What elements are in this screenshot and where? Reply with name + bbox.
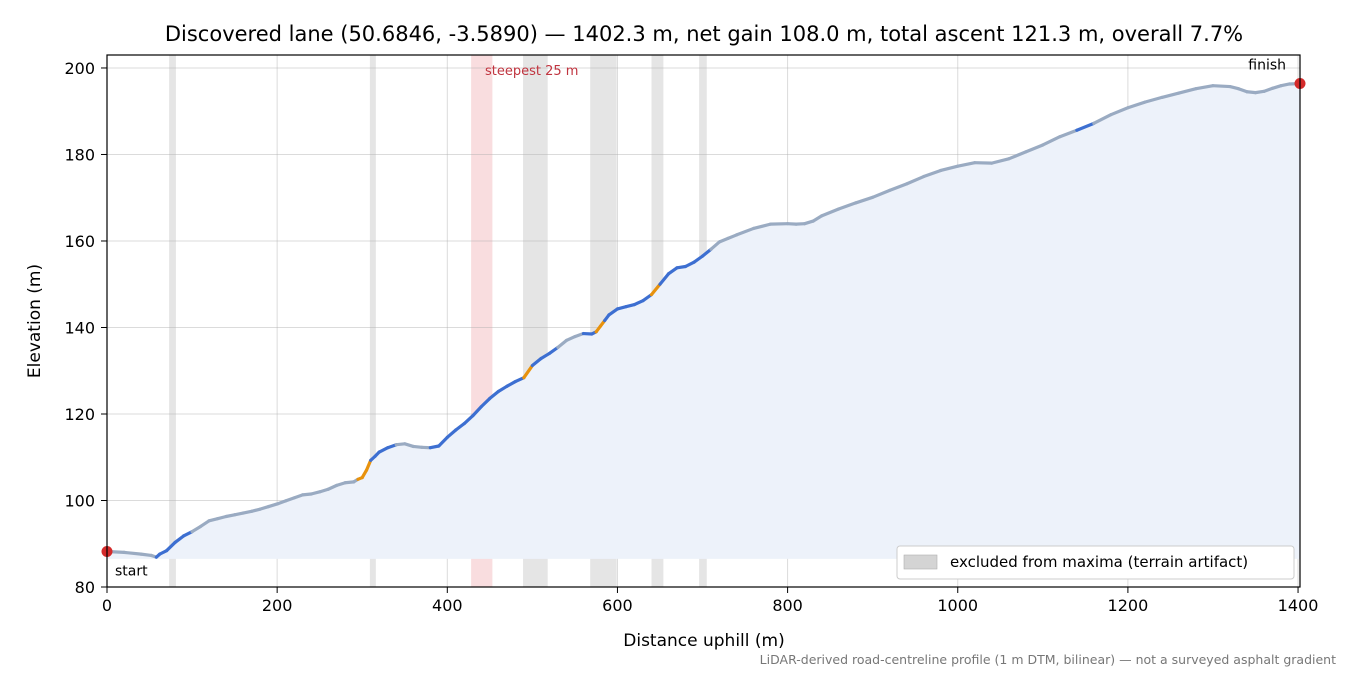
profile-segment-93 [956, 161, 977, 168]
y-tick-label-2: 120 [64, 405, 95, 424]
y-tick-label-4: 160 [64, 232, 95, 251]
profile-segment-68 [649, 282, 662, 297]
steepest-label: steepest 25 m [485, 64, 578, 79]
profile-segment-43 [454, 421, 466, 432]
profile-segment-2 [139, 552, 153, 558]
profile-segment-79 [751, 222, 773, 231]
legend-label: excluded from maxima (terrain artifact) [950, 553, 1248, 571]
profile-segment-6 [164, 540, 177, 553]
profile-segment-52 [530, 357, 543, 368]
finish-label: finish [1248, 58, 1286, 74]
x-tick-label-7: 1400 [1278, 596, 1319, 615]
profile-segment-74 [700, 247, 713, 258]
x-tick-label-0: 0 [102, 596, 112, 615]
x-axis-ticks: 0 200 400 600 800 1000 1200 1400 [102, 587, 1318, 615]
y-tick-label-6: 200 [64, 59, 95, 78]
profile-line [105, 81, 1302, 559]
start-label: start [115, 564, 148, 580]
x-tick-label-1: 200 [262, 596, 293, 615]
x-tick-label-4: 800 [772, 596, 803, 615]
x-tick-label-3: 600 [602, 596, 633, 615]
plot-area: start finish steepest 25 m [101, 54, 1306, 588]
profile-segment-70 [666, 266, 679, 276]
excluded-band-0 [169, 55, 176, 587]
legend: excluded from maxima (terrain artifact) [896, 545, 1295, 580]
profile-segment-96 [1007, 150, 1028, 161]
profile-segment-107 [1194, 84, 1215, 91]
profile-segment-47 [488, 389, 500, 401]
x-tick-label-2: 400 [432, 596, 463, 615]
x-tick-label-6: 1200 [1108, 596, 1149, 615]
profile-segment-75 [709, 240, 722, 251]
profile-segment-73 [692, 254, 705, 264]
excluded-band-1 [369, 55, 376, 587]
profile-segment-104 [1143, 95, 1164, 104]
profile-segment-9 [190, 524, 203, 534]
x-tick-label-5: 1000 [937, 596, 978, 615]
caption: LiDAR-derived road-centreline profile (1… [760, 652, 1336, 667]
x-axis-label: Distance uphill (m) [623, 631, 784, 651]
profile-segment-86 [837, 201, 858, 211]
profile-segment-49 [505, 379, 517, 388]
profile-segment-41 [437, 435, 449, 448]
profile-segment-102 [1109, 106, 1130, 117]
profile-segment-99 [1058, 128, 1079, 139]
y-axis-label: Elevation (m) [25, 264, 45, 378]
profile-segment-55 [556, 338, 569, 349]
profile-segment-54 [547, 345, 560, 356]
legend-box [896, 545, 1295, 580]
profile-segment-88 [871, 188, 892, 199]
profile-segment-1 [122, 550, 143, 556]
profile-segment-103 [1126, 100, 1147, 110]
profile-segment-84 [811, 214, 824, 223]
profile-segment-69 [658, 272, 671, 286]
profile-segment-31 [364, 458, 373, 472]
profile-segment-97 [1024, 143, 1045, 154]
chart-title: Discovered lane (50.6846, -3.5890) — 140… [165, 22, 1243, 46]
profile-segment-7 [173, 534, 186, 545]
legend-swatch [903, 554, 938, 570]
profile-segment-48 [496, 384, 509, 394]
profile-segment-100 [1075, 121, 1096, 132]
profile-segment-85 [820, 207, 841, 218]
y-tick-label-3: 140 [64, 318, 95, 337]
profile-segment-46 [479, 396, 492, 409]
profile-segment-63 [607, 307, 620, 317]
profile-segment-78 [734, 226, 756, 237]
profile-segment-95 [990, 157, 1011, 165]
profile-segment-89 [888, 182, 909, 192]
profile-segment-108 [1211, 84, 1232, 89]
profile-segment-42 [445, 428, 458, 439]
y-axis-ticks: 80 100 120 140 160 180 200 [64, 59, 107, 597]
profile-segment-45 [471, 405, 483, 418]
y-tick-label-0: 80 [75, 578, 95, 597]
profile-segment-67 [641, 293, 654, 303]
profile-segment-106 [1177, 87, 1198, 95]
profile-segment-91 [922, 168, 943, 179]
profile-area-fill [107, 83, 1300, 559]
profile-segment-98 [1041, 135, 1062, 147]
profile-segment-92 [939, 164, 960, 173]
profile-segment-105 [1160, 91, 1181, 99]
profile-segment-51 [522, 363, 534, 380]
profile-segment-44 [462, 414, 475, 426]
plot-frame [106, 54, 1301, 588]
profile-segment-101 [1092, 113, 1113, 125]
profile-segment-90 [905, 174, 926, 186]
profile-segment-87 [854, 195, 875, 205]
y-tick-label-5: 180 [64, 145, 95, 164]
profile-segment-10 [198, 519, 211, 529]
profile-segment-53 [539, 351, 551, 361]
y-tick-label-1: 100 [64, 491, 95, 510]
